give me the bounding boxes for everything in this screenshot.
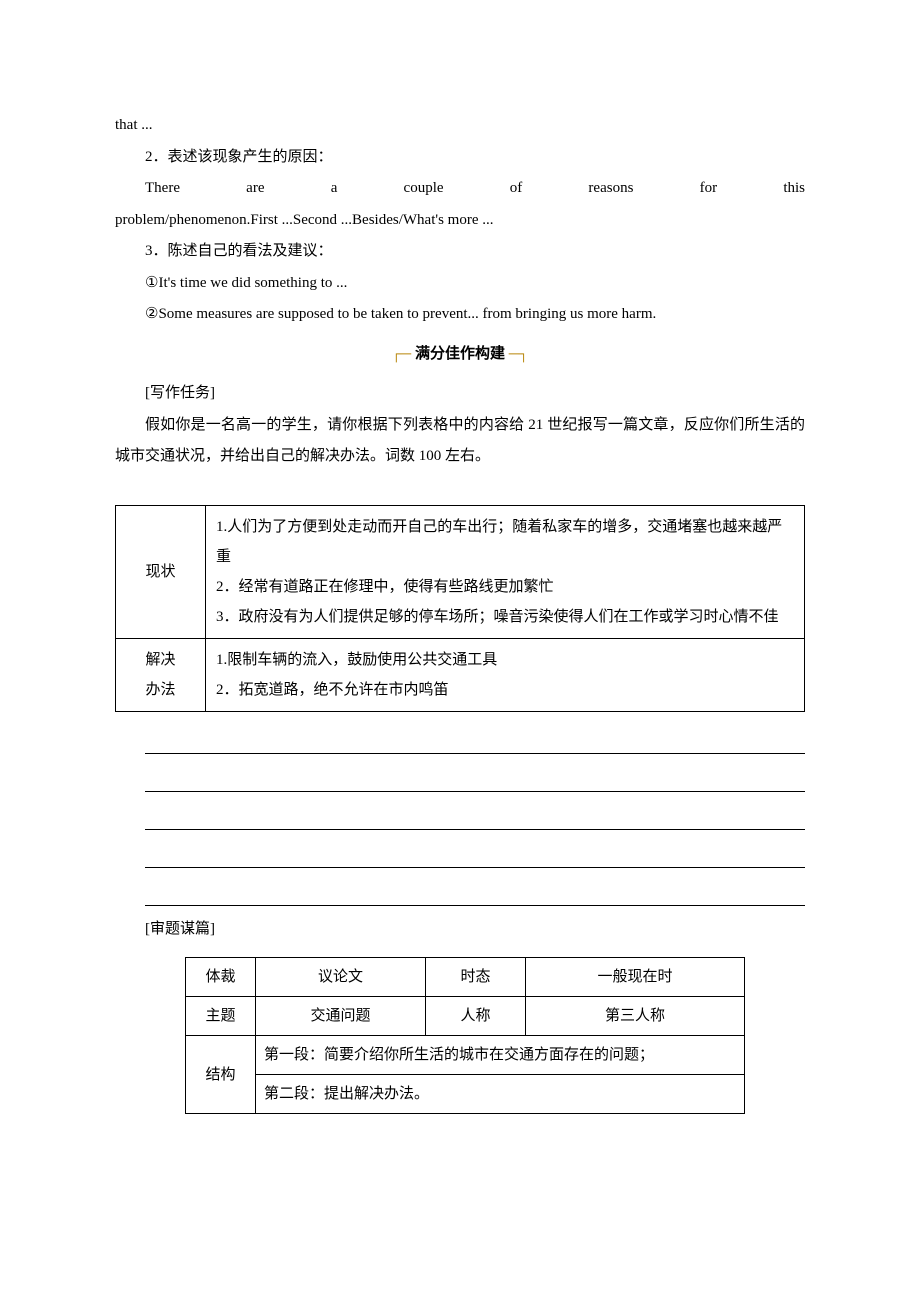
item2-text-line1: There are a couple of reasons for this — [115, 173, 805, 205]
cell-tense-value: 一般现在时 — [526, 958, 745, 997]
blank-lines — [115, 724, 805, 906]
cell-person-label: 人称 — [426, 997, 526, 1036]
cell-genre-label: 体裁 — [186, 958, 256, 997]
review-label: [审题谋篇] — [115, 914, 805, 946]
blank-line — [145, 838, 805, 868]
cell-genre-value: 议论文 — [256, 958, 426, 997]
review-table: 体裁 议论文 时态 一般现在时 主题 交通问题 人称 第三人称 结构 第一段：简… — [185, 957, 745, 1114]
item3-label: 3．陈述自己的看法及建议： — [115, 236, 805, 268]
table-row: 结构 第一段：简要介绍你所生活的城市在交通方面存在的问题； — [186, 1036, 745, 1075]
blank-line — [145, 762, 805, 792]
table-row: 体裁 议论文 时态 一般现在时 — [186, 958, 745, 997]
item2-label: 2．表述该现象产生的原因： — [115, 142, 805, 174]
table-row: 主题 交通问题 人称 第三人称 — [186, 997, 745, 1036]
section-title: 满分佳作构建 — [415, 346, 505, 362]
cell-structure-line1: 第一段：简要介绍你所生活的城市在交通方面存在的问题； — [256, 1036, 745, 1075]
cell-topic-label: 主题 — [186, 997, 256, 1036]
top-fragment: that ... — [115, 110, 805, 142]
cell-structure-line2: 第二段：提出解决办法。 — [256, 1075, 745, 1114]
requirements-table: 现状 1.人们为了方便到处走动而开自己的车出行；随着私家车的增多，交通堵塞也越来… — [115, 505, 805, 712]
solution-content-cell: 1.限制车辆的流入，鼓励使用公共交通工具 2．拓宽道路，绝不允许在市内鸣笛 — [206, 638, 805, 711]
blank-line — [145, 724, 805, 754]
section-header: ┌─ 满分佳作构建 ─┐ — [115, 339, 805, 371]
cell-tense-label: 时态 — [426, 958, 526, 997]
cell-topic-value: 交通问题 — [256, 997, 426, 1036]
table-row: 第二段：提出解决办法。 — [186, 1075, 745, 1114]
table-row: 解决 办法 1.限制车辆的流入，鼓励使用公共交通工具 2．拓宽道路，绝不允许在市… — [116, 638, 805, 711]
cell-structure-label: 结构 — [186, 1036, 256, 1114]
item3-sub1: ①It's time we did something to ... — [115, 268, 805, 300]
status-label-cell: 现状 — [116, 505, 206, 638]
cell-person-value: 第三人称 — [526, 997, 745, 1036]
table-row: 现状 1.人们为了方便到处走动而开自己的车出行；随着私家车的增多，交通堵塞也越来… — [116, 505, 805, 638]
bracket-right: ─┐ — [509, 346, 529, 361]
status-content-cell: 1.人们为了方便到处走动而开自己的车出行；随着私家车的增多，交通堵塞也越来越严重… — [206, 505, 805, 638]
item2-text-line2: problem/phenomenon.First ...Second ...Be… — [115, 205, 805, 237]
blank-line — [145, 876, 805, 906]
solution-label-cell: 解决 办法 — [116, 638, 206, 711]
task-description: 假如你是一名高一的学生，请你根据下列表格中的内容给 21 世纪报写一篇文章，反应… — [115, 410, 805, 473]
item3-sub2: ②Some measures are supposed to be taken … — [115, 299, 805, 331]
bracket-left: ┌─ — [391, 346, 411, 361]
task-label: [写作任务] — [115, 378, 805, 410]
blank-line — [145, 800, 805, 830]
